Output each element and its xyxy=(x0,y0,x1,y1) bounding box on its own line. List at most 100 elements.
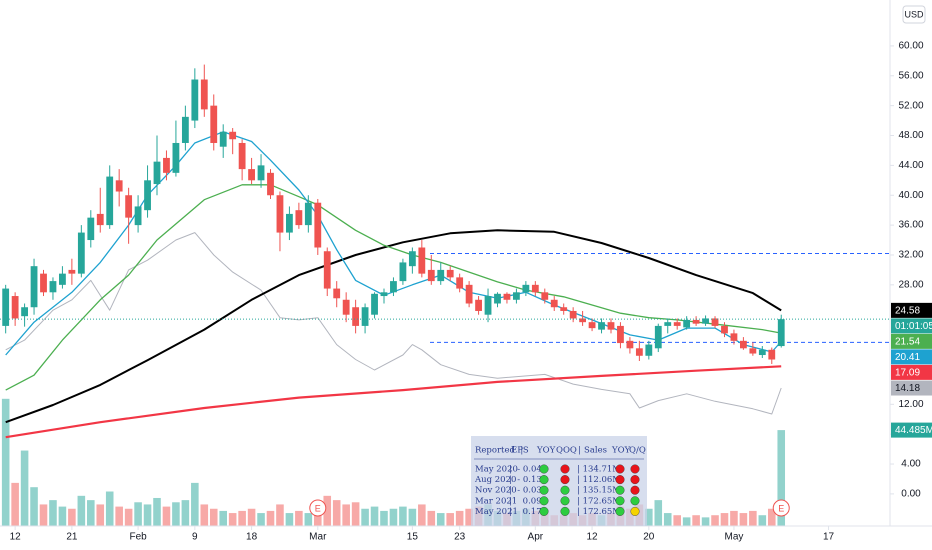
volume-bar xyxy=(153,497,161,526)
table-cell: | 172.65M xyxy=(577,496,621,506)
x-tick-label: 23 xyxy=(454,532,466,543)
candle-body xyxy=(87,217,95,241)
candle-body xyxy=(588,322,596,329)
candle-body xyxy=(522,284,530,293)
candle-body xyxy=(749,348,757,354)
candle-body xyxy=(683,319,691,328)
volume-bar xyxy=(455,510,464,526)
price-label: 17.09 xyxy=(895,368,920,379)
volume-bar xyxy=(673,515,681,526)
candle-body xyxy=(11,296,19,319)
indicator-line xyxy=(5,232,782,415)
y-tick-label: 32.00 xyxy=(898,250,923,261)
status-dot xyxy=(615,485,625,495)
status-dot xyxy=(560,506,570,516)
volume-bar xyxy=(295,510,303,526)
candle-body xyxy=(768,349,776,360)
volume-bar xyxy=(767,508,776,526)
volume-bar xyxy=(380,510,388,526)
table-cell: Aug 2020 xyxy=(474,475,516,485)
table-header: YOY xyxy=(611,446,631,456)
x-tick-label: 20 xyxy=(643,532,655,543)
status-dot xyxy=(615,464,625,474)
candle-body xyxy=(437,269,445,282)
currency-badge[interactable] xyxy=(902,5,926,24)
volume-bar xyxy=(399,506,407,526)
volume-bar xyxy=(645,508,653,526)
status-dot xyxy=(630,496,640,506)
indicator-line xyxy=(5,229,782,424)
volume-bar xyxy=(143,504,152,526)
candle-body xyxy=(333,288,341,299)
candle-body xyxy=(49,281,57,293)
candle-body xyxy=(21,307,28,317)
price-label-box xyxy=(891,302,932,318)
volume-bar xyxy=(247,508,256,526)
candle-body xyxy=(229,131,237,140)
candle-body xyxy=(134,206,142,226)
candle-body xyxy=(617,325,624,344)
volume-bar xyxy=(105,491,114,526)
volume-bar xyxy=(323,495,332,526)
volume-bar xyxy=(11,482,19,526)
earnings-marker-label: E xyxy=(778,503,784,513)
y-tick-label: 0.00 xyxy=(901,489,921,500)
volume-bar xyxy=(124,508,133,526)
candle-body xyxy=(371,293,378,315)
volume-bar xyxy=(162,506,171,526)
volume-bar xyxy=(446,513,454,526)
candle-body xyxy=(172,142,180,173)
volume-bar xyxy=(115,506,123,526)
price-label: 01:01:05 xyxy=(895,321,932,332)
candle-body xyxy=(267,172,274,196)
table-header: QOQ xyxy=(556,446,577,456)
volume-bar xyxy=(342,504,350,526)
volume-bar xyxy=(68,508,76,526)
price-label-box xyxy=(891,333,932,349)
x-tick-label: 9 xyxy=(192,532,198,543)
volume-bar xyxy=(276,504,284,526)
candle-body xyxy=(390,281,397,293)
volume-bar xyxy=(20,450,29,526)
volume-bar xyxy=(720,513,729,526)
volume-bar xyxy=(49,500,57,526)
volume-bar xyxy=(209,508,218,526)
status-dot xyxy=(630,475,640,485)
candle-body xyxy=(125,195,133,218)
volume-bar xyxy=(219,510,227,526)
candle-body xyxy=(68,269,76,274)
candle-body xyxy=(503,293,511,300)
status-dot xyxy=(630,464,640,474)
candle-body xyxy=(257,165,265,181)
y-tick-label: 44.00 xyxy=(898,160,923,171)
table-cell: | 0.17 xyxy=(509,507,542,517)
volume-bar xyxy=(257,513,265,526)
candle-body xyxy=(295,210,303,226)
status-dot xyxy=(539,496,549,506)
x-tick-label: 12 xyxy=(587,532,599,543)
candle-body xyxy=(531,284,539,293)
volume-bar xyxy=(30,487,38,526)
volume-bar xyxy=(758,515,767,526)
status-dot xyxy=(560,464,570,474)
candle-body xyxy=(598,322,605,330)
currency: USD xyxy=(904,9,924,19)
status-dot xyxy=(615,506,625,516)
candle-body xyxy=(513,292,520,300)
price-label-box xyxy=(891,349,932,365)
status-dot xyxy=(615,496,625,506)
candle-body xyxy=(248,169,255,181)
candle-body xyxy=(427,269,435,282)
volume-bar xyxy=(228,513,237,526)
volume-bar xyxy=(181,500,190,526)
y-tick-label: 12.00 xyxy=(898,399,923,410)
candle-body xyxy=(96,213,104,226)
candle-body xyxy=(304,202,312,226)
volume-bar xyxy=(370,506,379,526)
candle-body xyxy=(702,318,709,324)
candle-body xyxy=(408,251,416,267)
volume-bar xyxy=(692,515,700,526)
table-header: Q/Q xyxy=(629,446,646,456)
volume-bar xyxy=(314,508,322,526)
